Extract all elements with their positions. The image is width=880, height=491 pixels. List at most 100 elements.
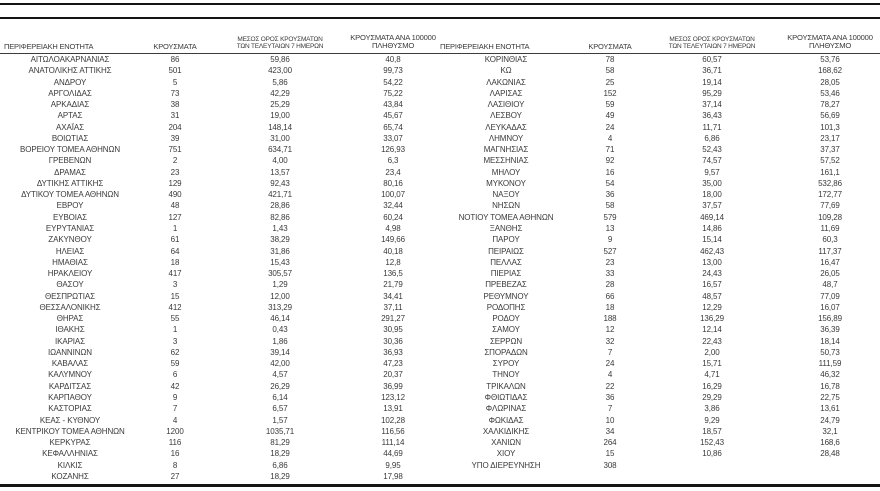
table-row: ΚΕΦΑΛΛΗΝΙΑΣ 16 18,29 44,69 xyxy=(0,448,436,459)
cases-cell: 15 xyxy=(170,291,180,301)
per100k-cell: 75,22 xyxy=(383,88,403,98)
cases-cell: 3 xyxy=(172,336,178,346)
per100k-cell: 4,98 xyxy=(385,223,401,233)
avg7-cell: 1035,71 xyxy=(265,426,295,436)
table-row: ΛΑΚΩΝΙΑΣ 25 19,14 28,05 xyxy=(436,77,880,88)
per100k-cell: 16,47 xyxy=(820,257,840,267)
per100k-cell: 136,5 xyxy=(383,269,403,279)
cases-cell: 501 xyxy=(168,66,182,76)
region-cell: ΚΑΡΠΑΘΟΥ xyxy=(48,392,92,402)
avg7-cell: 2,00 xyxy=(704,347,720,357)
region-cell: ΑΧΑΪΑΣ xyxy=(56,122,84,132)
cases-cell: 59 xyxy=(170,359,180,369)
avg7-cell: 0,43 xyxy=(272,325,288,335)
per100k-cell: 21,79 xyxy=(383,280,403,290)
table-row: ΘΕΣΣΑΛΟΝΙΚΗΣ 412 313,29 37,11 xyxy=(0,302,436,313)
table-row: ΚΑΡΠΑΘΟΥ 9 6,14 123,12 xyxy=(0,392,436,403)
avg7-cell: 18,57 xyxy=(702,426,722,436)
region-cell: ΘΕΣΣΑΛΟΝΙΚΗΣ xyxy=(39,302,101,312)
cases-cell: 25 xyxy=(605,77,615,87)
cases-cell: 129 xyxy=(168,178,182,188)
cases-cell: 7 xyxy=(607,404,613,414)
cases-cell: 490 xyxy=(168,190,182,200)
table-row: ΗΜΑΘΙΑΣ 18 15,43 12,8 xyxy=(0,257,436,268)
table-row: ΜΥΚΟΝΟΥ 54 35,00 532,86 xyxy=(436,178,880,189)
table-row: ΞΑΝΘΗΣ 13 14,86 11,69 xyxy=(436,223,880,234)
cases-cell: 10 xyxy=(605,415,615,425)
table-row: ΑΙΤΩΛΟΑΚΑΡΝΑΝΙΑΣ 86 59,86 40,8 xyxy=(0,54,436,66)
per100k-cell: 50,73 xyxy=(820,347,840,357)
avg7-cell: 81,29 xyxy=(270,438,290,448)
table-row: ΑΡΤΑΣ 31 19,00 45,67 xyxy=(0,110,436,121)
region-cell: ΧΑΛΚΙΔΙΚΗΣ xyxy=(482,426,530,436)
avg7-cell: 634,71 xyxy=(268,145,292,155)
region-cell: ΑΝΔΡΟΥ xyxy=(53,77,87,87)
table-row: ΖΑΚΥΝΘΟΥ 61 38,29 149,66 xyxy=(0,234,436,245)
region-cell: ΑΡΤΑΣ xyxy=(57,111,83,121)
cases-cell: 23 xyxy=(170,167,180,177)
cases-cell: 15 xyxy=(605,449,615,459)
cases-cell: 7 xyxy=(607,347,613,357)
table-row: ΠΙΕΡΙΑΣ 33 24,43 26,05 xyxy=(436,268,880,279)
table-row: ΣΕΡΡΩΝ 32 22,43 18,14 xyxy=(436,336,880,347)
table-row: ΕΒΡΟΥ 48 28,86 32,44 xyxy=(0,200,436,211)
per100k-cell: 156,89 xyxy=(818,314,842,324)
column-header-avg7-line2: ΤΩΝ ΤΕΛΕΥΤΑΙΩΝ 7 ΗΜΕΡΩΝ xyxy=(668,43,756,51)
cases-cell: 527 xyxy=(603,246,617,256)
per100k-cell: 111,59 xyxy=(818,359,842,369)
region-cell: ΠΕΛΛΑΣ xyxy=(490,257,522,267)
column-header-cases: ΚΡΟΥΣΜΑΤΑ xyxy=(140,26,210,54)
table-row: ΛΕΥΚΑΔΑΣ 24 11,71 101,3 xyxy=(436,122,880,133)
region-cell: ΕΒΡΟΥ xyxy=(56,201,84,211)
avg7-cell xyxy=(644,460,780,471)
avg7-cell: 13,00 xyxy=(702,257,722,267)
avg7-cell: 35,00 xyxy=(702,178,722,188)
avg7-cell: 1,57 xyxy=(272,415,288,425)
per100k-cell: 33,07 xyxy=(383,133,403,143)
region-cell: ΜΥΚΟΝΟΥ xyxy=(486,178,526,188)
per100k-cell: 17,98 xyxy=(383,471,403,481)
cases-cell: 4 xyxy=(172,415,178,425)
per100k-cell: 30,36 xyxy=(383,336,403,346)
avg7-cell: 92,43 xyxy=(270,178,290,188)
region-cell: ΠΕΙΡΑΙΩΣ xyxy=(488,246,524,256)
column-header-avg7-line2: ΤΩΝ ΤΕΛΕΥΤΑΙΩΝ 7 ΗΜΕΡΩΝ xyxy=(236,43,324,51)
avg7-cell: 19,14 xyxy=(702,77,722,87)
per100k-cell: 80,16 xyxy=(383,178,403,188)
region-cell: ΤΡΙΚΑΛΩΝ xyxy=(486,381,526,391)
avg7-cell: 148,14 xyxy=(268,122,292,132)
cases-cell: 7 xyxy=(172,404,178,414)
per100k-cell: 109,28 xyxy=(818,212,842,222)
region-cell: ΣΥΡΟΥ xyxy=(492,359,520,369)
table-row: ΑΝΔΡΟΥ 5 5,86 54,22 xyxy=(0,77,436,88)
avg7-cell: 13,57 xyxy=(270,167,290,177)
cases-cell: 55 xyxy=(170,314,180,324)
table-row: ΗΛΕΙΑΣ 64 31,86 40,18 xyxy=(0,246,436,257)
cases-cell: 59 xyxy=(605,100,615,110)
avg7-cell: 38,29 xyxy=(270,235,290,245)
table-row: ΤΡΙΚΑΛΩΝ 22 16,29 16,78 xyxy=(436,381,880,392)
table-row: ΦΛΩΡΙΝΑΣ 7 3,86 13,61 xyxy=(436,403,880,414)
avg7-cell: 25,29 xyxy=(270,100,290,110)
table-row: ΜΑΓΝΗΣΙΑΣ 71 52,43 37,37 xyxy=(436,144,880,155)
table-row: ΠΕΙΡΑΙΩΣ 527 462,43 117,37 xyxy=(436,246,880,257)
region-cell: ΔΥΤΙΚΗΣ ΑΤΤΙΚΗΣ xyxy=(36,178,104,188)
region-cell: ΑΡΚΑΔΙΑΣ xyxy=(50,100,90,110)
cases-cell: 33 xyxy=(605,269,615,279)
avg7-cell: 59,86 xyxy=(270,55,290,64)
region-cell: ΚΙΛΚΙΣ xyxy=(57,460,83,470)
cases-cell: 4 xyxy=(607,133,613,143)
region-cell: ΒΟΙΩΤΙΑΣ xyxy=(51,133,89,143)
per100k-cell: 32,1 xyxy=(822,426,838,436)
per100k-cell: 48,7 xyxy=(822,280,838,290)
table-row: ΒΟΡΕΙΟΥ ΤΟΜΕΑ ΑΘΗΝΩΝ 751 634,71 126,93 xyxy=(0,144,436,155)
cases-cell: 36 xyxy=(605,392,615,402)
column-header-per100k: ΚΡΟΥΣΜΑΤΑ ΑΝΑ 100000 ΠΛΗΘΥΣΜΟ xyxy=(350,26,436,54)
per100k-cell: 37,37 xyxy=(820,145,840,155)
avg7-cell: 42,29 xyxy=(270,88,290,98)
cases-cell: 1 xyxy=(172,325,178,335)
region-cell: ΙΚΑΡΙΑΣ xyxy=(54,336,86,346)
avg7-cell: 31,00 xyxy=(270,133,290,143)
avg7-cell: 46,14 xyxy=(270,314,290,324)
regional-cases-table-left: ΠΕΡΙΦΕΡΕΙΑΚΗ ΕΝΟΤΗΤΑ ΚΡΟΥΣΜΑΤΑ ΜΕΣΟΣ ΟΡΟ… xyxy=(0,26,436,482)
